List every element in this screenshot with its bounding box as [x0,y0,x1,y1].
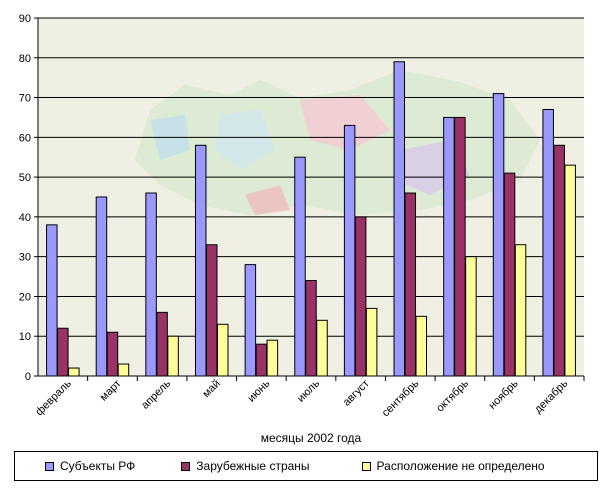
bar [465,256,477,377]
bar [564,164,576,377]
y-tick-label: 0 [25,371,31,383]
bar [57,327,69,377]
bar [305,280,317,377]
bar [95,196,108,377]
bars [46,61,576,377]
x-tick-label: май [200,378,223,401]
x-tick-label: август [341,378,372,409]
bar [393,61,406,377]
legend-swatch-subjects [45,461,54,471]
bar [343,124,356,377]
y-tick-label: 50 [19,172,31,184]
bar [404,192,417,377]
y-tick-label: 90 [19,13,31,25]
bar [492,93,505,377]
x-tick-label: ноябрь [487,377,521,411]
y-tick-label: 10 [19,331,31,343]
bar [454,116,466,377]
x-tick-label: апрель [139,377,173,411]
legend-swatch-undefined [361,461,371,471]
x-tick-label: декабрь [532,377,570,415]
background-map [135,70,540,215]
bar [415,315,428,377]
legend-swatch-foreign [181,461,191,471]
y-tick-label: 60 [19,132,31,144]
legend-item-undefined: Расположение не определено [361,459,545,473]
bar [255,343,268,377]
legend-label-foreign: Зарубежные страны [196,459,310,473]
y-ticks: 0 10 20 30 40 50 60 70 80 90 [19,13,38,383]
y-tick-label: 70 [19,93,31,105]
bar [542,108,554,377]
legend-label-undefined: Расположение не определено [376,459,545,473]
bar [216,323,229,377]
bar [46,224,58,377]
y-tick-label: 40 [19,212,31,224]
bar [244,264,257,377]
bar [443,116,455,377]
bar [503,172,516,377]
bar [167,335,179,377]
bar [354,216,367,377]
bar [106,331,119,377]
bar [266,339,279,377]
x-tick-label: сентябрь [380,377,422,419]
legend-item-foreign: Зарубежные страны [181,459,310,473]
bar [316,319,328,377]
legend-label-subjects: Субъекты РФ [60,459,136,473]
x-tick-label: июль [295,377,322,404]
bar [117,363,130,377]
x-categories: февраль март апрель май июнь июль август сентяб… [33,376,585,419]
bar [553,144,565,377]
x-tick-label: февраль [33,377,74,418]
bar [156,311,168,377]
bar [294,156,306,377]
bar [365,307,378,377]
x-tick-label: октябрь [434,377,471,414]
y-tick-label: 30 [19,252,31,264]
bar [514,244,527,377]
bar [145,192,157,377]
y-tick-label: 20 [19,291,31,303]
legend: Субъекты РФ Зарубежные страны Расположен… [14,451,598,481]
y-tick-label: 80 [19,53,31,65]
x-axis-label: месяцы 2002 года [261,431,362,445]
chart: 0 10 20 30 40 50 60 70 80 90 февраль март апрель май… [19,13,585,445]
x-tick-label: июнь [245,377,272,404]
bar [205,244,218,377]
bar [68,367,80,377]
legend-item-subjects: Субъекты РФ [45,459,135,473]
bar [194,144,207,377]
x-tick-label: март [98,378,124,404]
